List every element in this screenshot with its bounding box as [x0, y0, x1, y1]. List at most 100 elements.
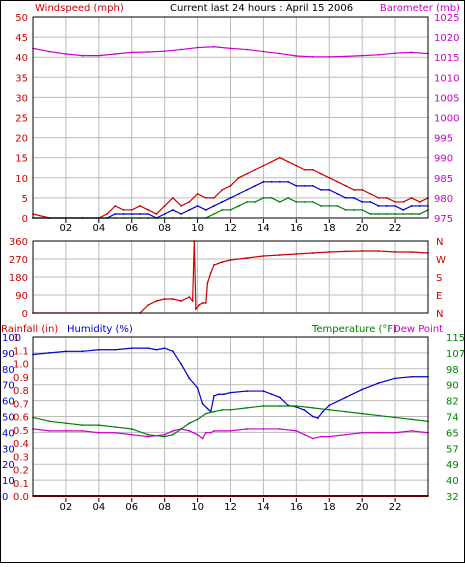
rainfall-tick-label: 0.9 [13, 373, 29, 384]
wind_high-point [147, 209, 150, 211]
temperature-point [361, 412, 364, 415]
windspeed-axis-label: Windspeed (mph) [35, 3, 124, 14]
temperature-point [377, 414, 380, 417]
humidity-point [163, 347, 166, 350]
wind_avg-point [122, 213, 125, 215]
temperature-point [262, 405, 265, 407]
dewpoint-point [213, 429, 215, 432]
x-tick-label: 10 [191, 223, 204, 234]
rainfall-tick-label: 0.5 [13, 426, 29, 437]
barometer-point [229, 47, 232, 50]
barometer-axis-label: Barometer (mb) [380, 3, 460, 14]
barometer-point [180, 48, 183, 51]
temperature-point [328, 408, 331, 411]
humidity-point [130, 347, 133, 350]
wind_avg-point [114, 213, 117, 215]
barometer-point [361, 54, 364, 57]
windspeed-tick-label: 0 [22, 214, 28, 225]
wind_low-point [320, 205, 322, 207]
windspeed-tick-label: 40 [15, 53, 28, 64]
direction-tick-label: 180 [9, 273, 28, 284]
wind_avg-point [254, 184, 257, 187]
temperature-point [278, 405, 281, 407]
wind_high-point [155, 213, 158, 215]
compass-tick-label: N [436, 309, 443, 320]
dewpoint-point [320, 435, 322, 438]
direction-point [377, 250, 380, 252]
direction-point [188, 296, 191, 298]
wind_high-point [320, 172, 322, 175]
barometer-point [114, 53, 117, 55]
barometer-point [213, 45, 215, 48]
wind_low-point [394, 213, 396, 215]
wind_avg-point [344, 197, 347, 199]
wind_high-point [171, 197, 174, 199]
wind_low-point [369, 213, 372, 215]
direction-point [209, 272, 212, 274]
rainfall-tick-label: 0.2 [13, 466, 29, 477]
wind_avg-point [262, 180, 265, 183]
x-tick-label: 06 [125, 223, 138, 234]
wind_low-point [237, 205, 240, 207]
direction-tick-label: 0 [22, 309, 28, 320]
dewpoint-point [410, 429, 413, 432]
direction-tick-label: 360 [9, 237, 28, 248]
temperature-tick-label: 65 [446, 428, 459, 439]
barometer-tick-label: 1025 [434, 13, 459, 24]
wind_high-point [221, 188, 224, 191]
wind_high-point [254, 168, 257, 171]
barometer-point [377, 53, 380, 56]
x-tick-label: 16 [290, 223, 303, 234]
wind_avg-point [377, 205, 380, 207]
x-tick-label: 18 [323, 502, 336, 513]
dewpoint-point [328, 435, 331, 438]
direction-point [221, 261, 224, 263]
humidity-point [81, 350, 84, 353]
barometer-point [394, 52, 396, 55]
direction-point [201, 302, 204, 304]
dewpoint-point [48, 429, 51, 432]
direction-point [206, 282, 209, 284]
temperature-point [295, 405, 298, 407]
wind_avg-point [402, 209, 405, 211]
humidity-point [229, 391, 232, 394]
compass-tick-label: E [436, 291, 442, 302]
wind_high-point [229, 184, 232, 187]
dewpoint-point [278, 428, 281, 430]
temperature-tick-label: 107 [446, 349, 465, 360]
wind_low-point [246, 201, 248, 203]
barometer-point [65, 53, 67, 55]
temperature-point [213, 410, 215, 413]
wind_high-point [188, 201, 191, 203]
dewpoint-point [229, 429, 232, 432]
direction-point [344, 250, 347, 253]
rainfall-tick-label: 0.4 [13, 439, 29, 450]
temperature-point [221, 408, 224, 411]
x-tick-label: 22 [389, 223, 402, 234]
rain-humidity-temperature-panel: 0.00.10.20.30.40.50.60.70.80.91.01.11010… [2, 333, 465, 513]
humidity-tick-label: 40 [2, 428, 15, 439]
dewpoint-point [311, 437, 314, 440]
humidity-tick-label: 90 [2, 349, 15, 360]
barometer-point [344, 55, 347, 58]
temperature-point [81, 424, 84, 427]
wind_high-point [369, 192, 372, 195]
rainfall-tick-label: 0.8 [13, 386, 29, 397]
barometer-point [196, 46, 199, 49]
wind_avg-point [139, 213, 141, 215]
wind_avg-point [410, 205, 413, 207]
dewpoint-point [295, 429, 298, 432]
direction-point [163, 298, 166, 300]
humidity-point [213, 394, 215, 397]
humidity-point [270, 393, 273, 396]
humidity-tick-label: 60 [2, 397, 15, 408]
direction-point [204, 302, 207, 304]
humidity-tick-label: 30 [2, 444, 15, 455]
temperature-point [229, 408, 232, 411]
dewpoint-point [394, 431, 396, 434]
humidity-tick-label: 20 [2, 460, 15, 471]
barometer-point [311, 55, 314, 58]
temperature-point [188, 422, 191, 425]
